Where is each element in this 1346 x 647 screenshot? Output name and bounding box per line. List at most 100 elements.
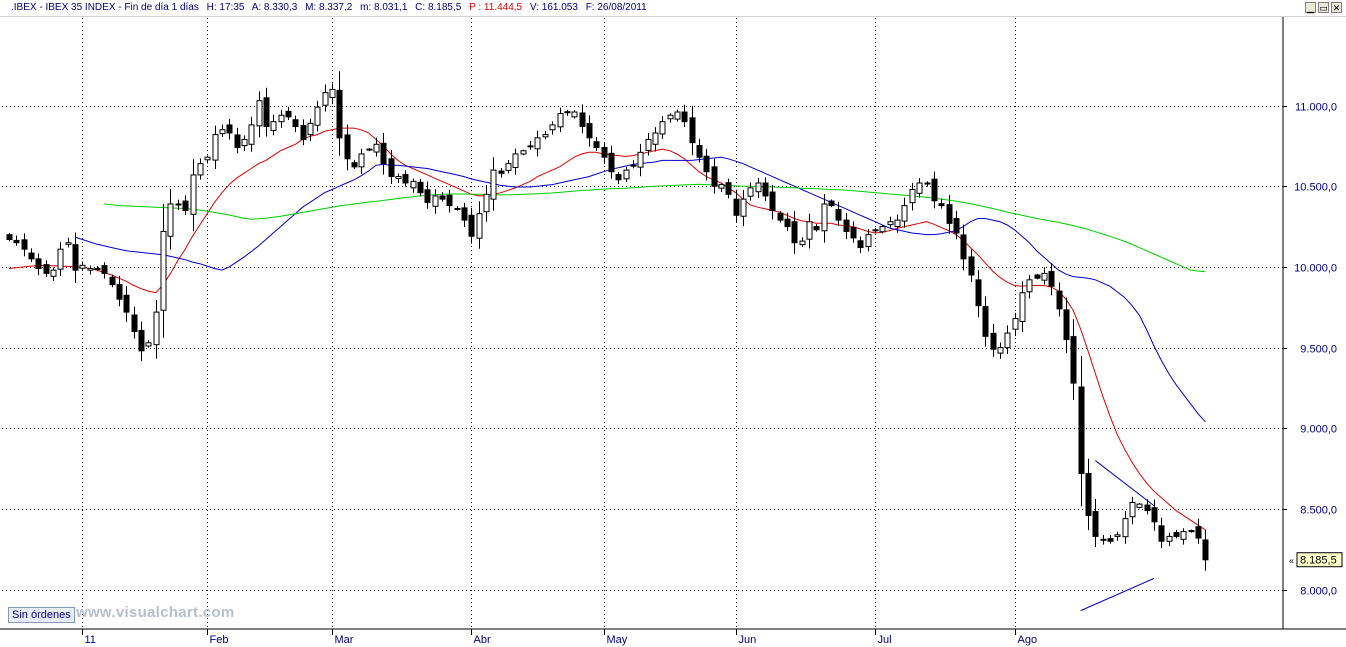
x-tick-label: May [607,634,628,646]
candle-down [946,204,953,224]
restore-button[interactable]: ▭ [1318,2,1329,13]
candle-up [167,203,174,237]
candle-up [520,150,527,155]
candle-down [791,221,798,244]
y-tick-label: 9.500,0 [1300,344,1337,356]
candle-up [490,169,497,200]
candle-down [1144,504,1151,512]
y-tick-label: 9.000,0 [1300,424,1337,436]
y-tick-label: 10.500,0 [1294,182,1337,194]
candle-up [153,311,160,346]
candle-up [637,151,644,168]
candle-up [659,121,666,135]
candle-up [50,269,57,277]
candle-down [21,239,28,250]
candle-up [270,121,277,131]
symbol-label: .IBEX - IBEX 35 INDEX - Fin de día 1 día… [11,2,199,13]
candle-up [476,213,483,239]
candle-down [417,181,424,194]
candle-down [109,276,116,286]
candle-up [505,163,512,171]
candle-up [894,219,901,228]
candle-down [101,265,108,274]
orders-button[interactable]: Sin órdenes [8,607,75,623]
candle-down [1173,532,1180,537]
candle-down [1195,526,1202,539]
volume-label: V: 161.053 [529,2,578,13]
candle-up [373,143,380,153]
candle-up [865,234,872,248]
candle-down [762,182,769,197]
candle-down [975,279,982,307]
candle-up [1041,272,1048,281]
candle-down [138,329,145,352]
candle-up [241,138,248,147]
candle-up [145,342,152,347]
candle-up [395,176,402,179]
y-tick-label: 10.000,0 [1294,263,1337,275]
sma_long-line [104,183,1206,273]
x-tick-label: Abr [474,634,491,646]
candle-down [1078,386,1085,474]
candle-up [278,114,285,123]
candle-down [689,117,696,144]
candle-up [1114,534,1121,537]
candle-down [711,166,718,187]
candle-up [212,134,219,161]
candle-down [234,134,241,149]
candle-up [571,111,578,118]
y-tick-label: 11.000,0 [1295,102,1337,114]
candle-up [87,268,94,271]
candle-up [667,114,674,120]
candle-down [182,200,189,211]
candle-up [901,205,908,222]
x-tick-label: Jun [739,634,757,646]
candle-up [916,182,923,194]
candle-down [835,208,842,221]
candle-down [1056,290,1063,310]
candle-up [307,122,314,136]
candle-up [329,88,336,98]
candle-down [564,111,571,114]
candle-up [924,182,931,185]
sma_short-line [8,127,1206,531]
close-button[interactable]: ✕ [1331,2,1342,13]
candle-up [674,111,681,120]
candle-up [821,203,828,232]
candle-down [402,174,409,184]
candle-down [960,234,967,260]
time-label: H: 17:35 [206,2,245,13]
candle-down [990,332,997,350]
candle-down [344,134,351,160]
candle-up [410,180,417,189]
percent-label: P : 11.444,5 [469,2,523,13]
candle-down [733,198,740,216]
candle-down [586,123,593,139]
candle-down [953,218,960,234]
candle-down [300,125,307,140]
candle-down [468,214,475,237]
candle-up [557,113,564,128]
candle-up [1004,332,1011,349]
candle-down [6,234,13,240]
candle-up [799,240,806,246]
candle-up [483,193,490,213]
candle-up [718,184,725,189]
candle-up [872,229,879,232]
candle-down [1158,525,1165,542]
candle-down [292,119,299,128]
candle-up [160,230,167,311]
candle-up [1012,318,1019,330]
candle-down [28,252,35,260]
y-tick-label: 8.500,0 [1300,505,1337,517]
candle-down [777,212,784,221]
candle-up [219,129,226,135]
minimize-button[interactable]: ▁ [1305,2,1316,13]
candle-up [366,148,373,151]
candle-down [72,244,79,271]
x-tick-label: Mar [335,634,354,646]
candle-down [1063,309,1070,341]
x-tick-label: 11 [85,634,96,646]
candle-down [1085,472,1092,516]
